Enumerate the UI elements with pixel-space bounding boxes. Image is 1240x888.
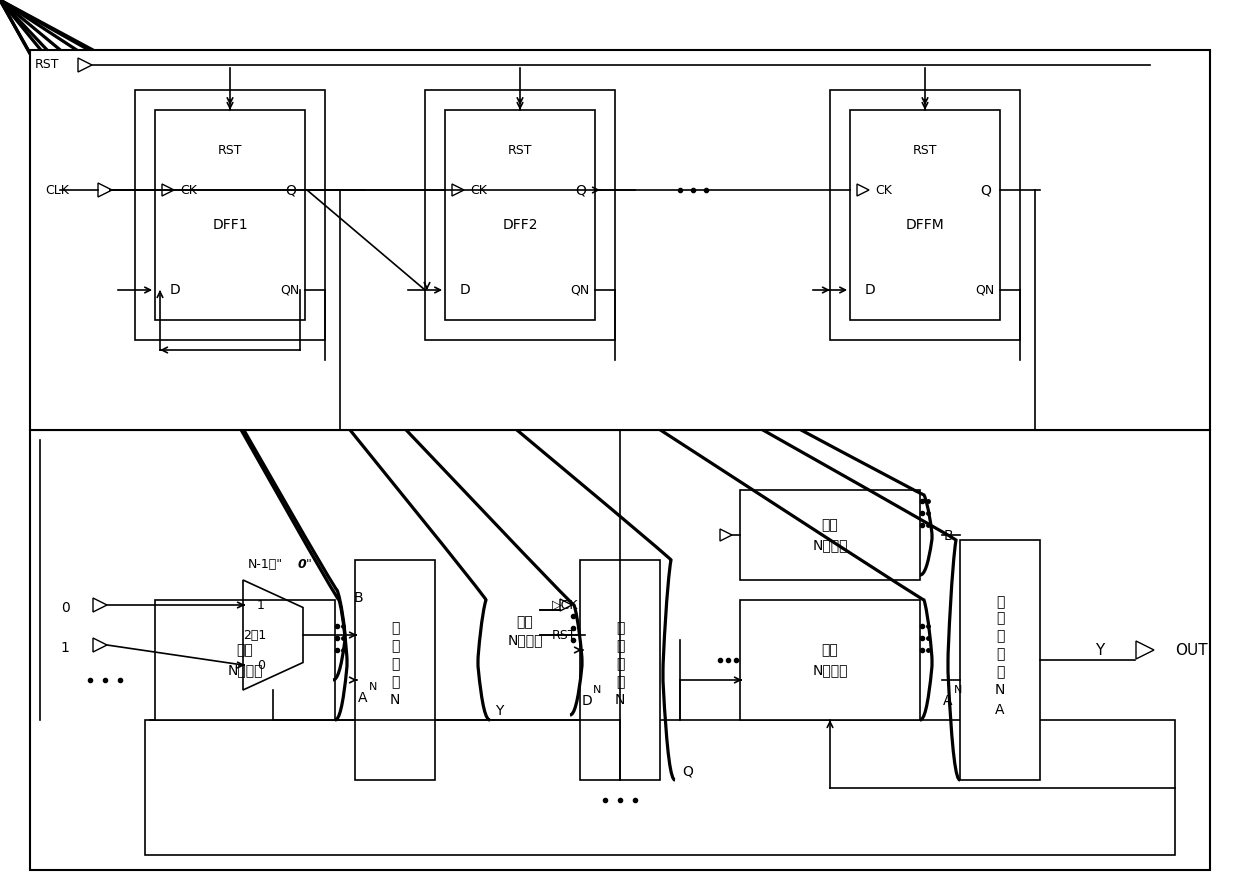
Text: 目标: 目标	[822, 518, 838, 532]
Bar	[145, 720, 1176, 855]
Bar	[30, 50, 1210, 430]
Text: 0: 0	[298, 558, 306, 571]
Text: N位计数: N位计数	[812, 538, 848, 552]
Text: 位: 位	[391, 675, 399, 689]
Text: QN: QN	[975, 283, 994, 297]
Text: D: D	[170, 283, 181, 297]
Text: DFF2: DFF2	[502, 218, 538, 232]
Text: A: A	[944, 694, 952, 708]
Text: OUT: OUT	[1176, 643, 1208, 657]
Text: N-1位": N-1位"	[248, 558, 283, 571]
Text: 0: 0	[61, 601, 69, 615]
Text: D: D	[866, 283, 875, 297]
Text: Q: Q	[682, 764, 693, 778]
Text: Q: Q	[285, 183, 296, 197]
Text: D: D	[582, 694, 593, 708]
Text: QN: QN	[280, 283, 299, 297]
Text: A: A	[996, 703, 1004, 717]
Text: 逻: 逻	[996, 611, 1004, 625]
Text: RST: RST	[218, 144, 242, 156]
Bar	[425, 90, 615, 340]
Bar	[355, 560, 435, 780]
Text: N: N	[994, 683, 1006, 697]
Text: CK: CK	[470, 184, 487, 196]
Text: DFFM: DFFM	[905, 218, 945, 232]
Text: DFF1: DFF1	[212, 218, 248, 232]
Text: Q: Q	[980, 183, 991, 197]
Text: 辑: 辑	[996, 595, 1004, 609]
Text: N: N	[368, 682, 377, 692]
Text: Y: Y	[1095, 643, 1105, 657]
Text: D: D	[460, 283, 471, 297]
Bar	[849, 110, 999, 320]
Bar	[155, 110, 305, 320]
Text: RST: RST	[913, 144, 937, 156]
Text: 位: 位	[616, 675, 624, 689]
Bar	[155, 600, 335, 720]
Text: 存: 存	[616, 639, 624, 653]
Bar	[135, 90, 325, 340]
Text: CK: CK	[875, 184, 892, 196]
Text: CK: CK	[180, 184, 197, 196]
Text: 结果: 结果	[517, 615, 533, 629]
Text: N位寄存: N位寄存	[812, 663, 848, 677]
Bar	[580, 560, 660, 780]
Bar	[30, 430, 1210, 870]
Text: N: N	[615, 693, 625, 707]
Bar	[740, 600, 920, 720]
Text: 位: 位	[996, 665, 1004, 679]
Text: 0: 0	[257, 659, 265, 671]
Text: RST: RST	[507, 144, 532, 156]
Bar	[960, 540, 1040, 780]
Text: 1: 1	[61, 641, 69, 655]
Text: B: B	[353, 591, 363, 605]
Text: N位加法: N位加法	[507, 633, 543, 647]
Text: Y: Y	[495, 704, 503, 718]
Text: 加: 加	[391, 657, 399, 671]
Text: B: B	[944, 529, 952, 543]
Bar	[830, 90, 1021, 340]
Text: 器: 器	[391, 621, 399, 635]
Text: ": "	[306, 558, 312, 571]
Text: ▷CK: ▷CK	[552, 599, 579, 612]
Text: 1: 1	[257, 599, 265, 612]
Text: N位寄存: N位寄存	[227, 663, 263, 677]
Text: CLK: CLK	[45, 184, 69, 196]
Text: 比: 比	[996, 647, 1004, 661]
Bar	[740, 490, 920, 580]
Text: QN: QN	[570, 283, 589, 297]
Text: N: N	[954, 685, 962, 695]
Text: Q: Q	[575, 183, 585, 197]
Text: N: N	[389, 693, 401, 707]
Text: 法: 法	[391, 639, 399, 653]
Text: 较: 较	[996, 629, 1004, 643]
Text: 2选1: 2选1	[243, 629, 267, 641]
Text: 数据: 数据	[237, 643, 253, 657]
Text: A: A	[358, 691, 368, 705]
Bar	[445, 110, 595, 320]
Text: RST: RST	[552, 629, 577, 641]
Text: 器: 器	[616, 621, 624, 635]
Text: 寄: 寄	[616, 657, 624, 671]
Text: N: N	[593, 685, 601, 695]
Text: 数据: 数据	[822, 643, 838, 657]
Text: RST: RST	[35, 59, 60, 72]
